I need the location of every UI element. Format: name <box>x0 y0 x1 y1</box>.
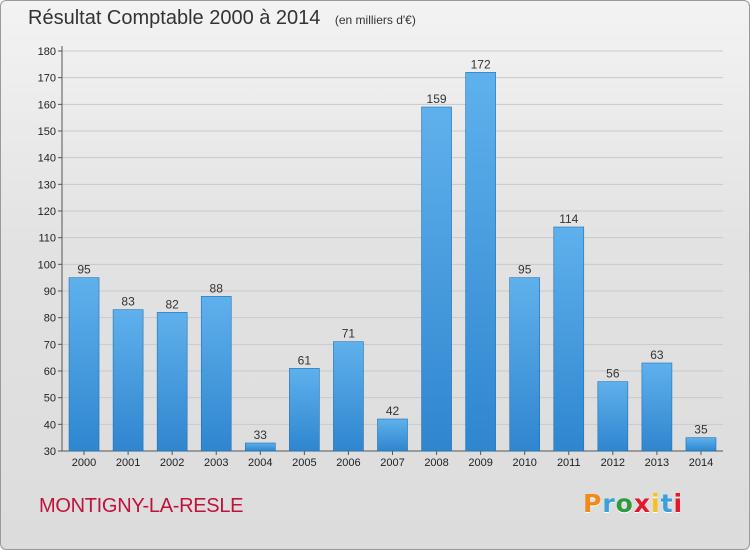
x-tick-label: 2010 <box>512 457 536 469</box>
y-tick-label: 50 <box>44 393 56 405</box>
logo-letter: r <box>602 489 616 518</box>
y-tick-label: 80 <box>44 313 56 325</box>
y-tick-label: 150 <box>38 126 56 138</box>
x-tick-label: 2008 <box>424 457 448 469</box>
value-label: 82 <box>165 297 179 311</box>
y-tick-label: 60 <box>44 366 56 378</box>
value-label: 35 <box>694 423 708 437</box>
bar-2003 <box>200 296 232 452</box>
bar-2008 <box>421 106 452 452</box>
y-tick-label: 180 <box>38 46 56 58</box>
value-label: 95 <box>518 263 532 277</box>
value-label: 95 <box>77 263 91 277</box>
bar-2014 <box>685 437 717 452</box>
x-tick-label: 2006 <box>336 457 360 469</box>
bar-2010 <box>509 277 541 452</box>
value-label: 33 <box>254 428 268 442</box>
logo-letter: i <box>673 489 684 518</box>
y-tick-label: 40 <box>44 419 56 431</box>
x-tick-label: 2009 <box>468 457 492 469</box>
logo-letter: o <box>615 489 634 518</box>
logo-letter: t <box>660 489 674 518</box>
bar-2005 <box>289 368 320 452</box>
bar-2006 <box>333 341 364 452</box>
commune-name: MONTIGNY-LA-RESLE <box>39 495 244 517</box>
x-tick-label: 2004 <box>248 457 272 469</box>
x-tick-label: 2013 <box>645 457 669 469</box>
bar-2001 <box>112 309 144 452</box>
bars <box>68 72 717 452</box>
y-tick-label: 30 <box>44 446 56 458</box>
labels: 30 40 50 60 70 80 90 100 110 120 130 140 150 160 170 18… <box>38 46 714 469</box>
x-tick-label: 2005 <box>292 457 316 469</box>
x-tick-label: 2014 <box>689 457 713 469</box>
bar-2000 <box>68 277 100 452</box>
x-tick-label: 2007 <box>380 457 404 469</box>
x-tick-label: 2003 <box>204 457 228 469</box>
y-tick-label: 90 <box>44 286 56 298</box>
chart-title-main: Résultat Comptable 2000 à 2014 <box>28 7 321 29</box>
value-label: 42 <box>386 404 400 418</box>
proxiti-logo: Proxiti <box>583 489 683 518</box>
y-tick-label: 140 <box>38 153 56 165</box>
value-label: 83 <box>121 295 135 309</box>
x-tick-label: 2012 <box>601 457 625 469</box>
bar-2002 <box>156 312 188 452</box>
logo-letter: P <box>583 489 603 518</box>
bar-2012 <box>597 381 629 452</box>
value-label: 88 <box>210 281 224 295</box>
logo-letter: i <box>651 489 661 518</box>
value-label: 172 <box>471 57 491 71</box>
chart-subtitle: (en milliers d'€) <box>334 13 416 27</box>
y-tick-label: 130 <box>38 179 56 191</box>
y-tick-label: 110 <box>38 233 56 245</box>
bar-2013 <box>641 362 673 452</box>
y-tick-label: 100 <box>38 259 56 271</box>
bar-2004 <box>245 442 276 452</box>
bar-2009 <box>465 72 496 452</box>
y-tick-label: 170 <box>38 73 56 85</box>
value-label: 63 <box>650 348 664 362</box>
y-tick-label: 70 <box>44 339 56 351</box>
y-tick-label: 160 <box>38 99 56 111</box>
value-label: 56 <box>606 367 620 381</box>
value-label: 159 <box>427 92 447 106</box>
x-tick-label: 2000 <box>72 457 96 469</box>
x-tick-label: 2002 <box>160 457 184 469</box>
value-label: 71 <box>342 327 356 341</box>
bar-2007 <box>377 418 408 452</box>
x-tick-label: 2011 <box>557 457 581 469</box>
y-tick-label: 120 <box>38 206 56 218</box>
value-label: 114 <box>559 212 578 226</box>
x-tick-label: 2001 <box>116 457 140 469</box>
value-label: 61 <box>298 353 312 367</box>
bar-2011 <box>553 226 585 452</box>
logo-letter: x <box>633 489 651 518</box>
chart-title: Résultat Comptable 2000 à 2014 (en milli… <box>28 7 416 30</box>
